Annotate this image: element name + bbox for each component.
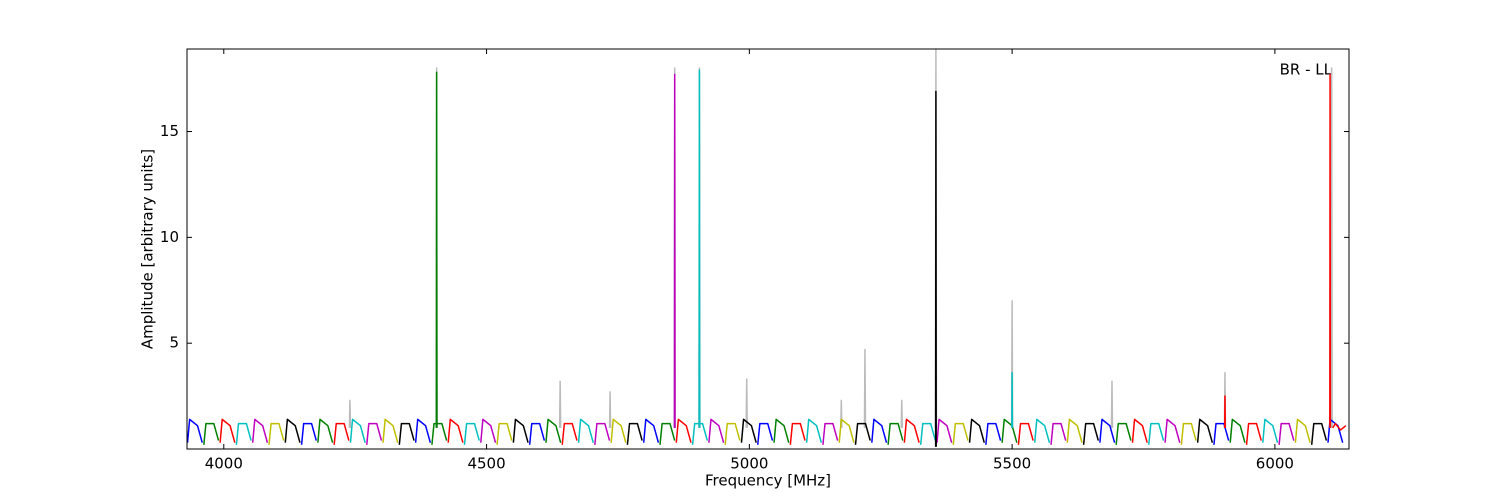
x-tick-label: 5500: [993, 455, 1031, 473]
line: [348, 48, 1333, 428]
y-tick-label: 15: [160, 122, 179, 140]
line: [251, 73, 1295, 445]
plot-frame: [186, 48, 1350, 450]
x-tick-label: 4500: [467, 455, 505, 473]
y-tick-label: 10: [160, 228, 179, 246]
x-tick-label: 6000: [1256, 455, 1294, 473]
x-tick-label: 4000: [205, 455, 243, 473]
annotation: BR - LL: [1280, 61, 1333, 79]
line: [219, 73, 1347, 445]
line: [186, 418, 1344, 445]
x-tick-label: 5000: [730, 455, 768, 473]
line: [268, 418, 1311, 445]
line: [284, 90, 1328, 447]
x-axis-label: Frequency [MHz]: [705, 472, 831, 490]
y-tick-label: 5: [169, 334, 179, 352]
line: [235, 69, 1279, 445]
line: [203, 71, 1246, 445]
y-axis-label: Amplitude [arbitrary units]: [139, 149, 157, 349]
